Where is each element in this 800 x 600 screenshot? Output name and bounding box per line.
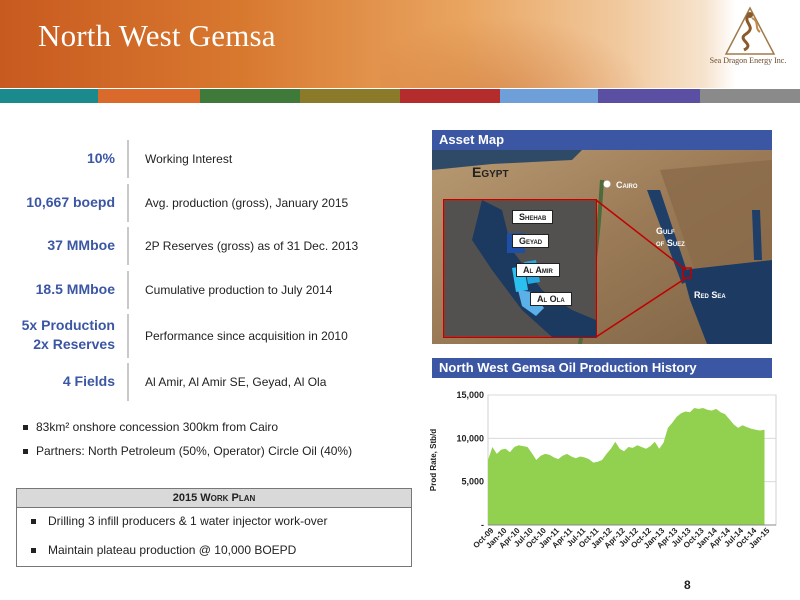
gulf-label-line2: of Suez: [656, 238, 685, 248]
kpi-divider: [127, 227, 129, 265]
kpi-row: 4 Fields Al Amir, Al Amir SE, Geyad, Al …: [0, 363, 400, 401]
field-label-shehab: Shehab: [512, 210, 554, 224]
y-axis-label: Prod Rate, Stb/d: [429, 429, 438, 491]
chart-title: North West Gemsa Oil Production History: [432, 358, 772, 378]
kpi-description: Avg. production (gross), January 2015: [145, 196, 349, 210]
kpi-description: Al Amir, Al Amir SE, Geyad, Al Ola: [145, 375, 327, 389]
kpi-row: 10,667 boepd Avg. production (gross), Ja…: [0, 184, 400, 222]
field-label-geyad: Geyad: [512, 234, 550, 248]
page-number: 8: [684, 578, 691, 592]
y-tick-label: 15,000: [456, 390, 484, 400]
kpi-divider: [127, 363, 129, 401]
kpi-row: 10% Working Interest: [0, 140, 400, 178]
kpi-row: 37 MMboe 2P Reserves (gross) as of 31 De…: [0, 227, 400, 265]
kpi-description: 2P Reserves (gross) as of 31 Dec. 2013: [145, 239, 359, 253]
kpi-value-production: 5x Production: [21, 317, 115, 333]
field-label-al-ola: Al Ola: [530, 292, 572, 306]
kpi-value: 37 MMboe: [47, 237, 115, 253]
kpi-value: 10,667 boepd: [26, 194, 115, 210]
kpi-description: Cumulative production to July 2014: [145, 283, 333, 297]
header-banner: North West Gemsa: [0, 0, 800, 88]
dragon-logo-icon: [724, 6, 776, 55]
kpi-value: 10%: [86, 150, 115, 166]
kpi-description: Performance since acquisition in 2010: [145, 329, 348, 343]
workplan-item: Maintain plateau production @ 10,000 BOE…: [30, 543, 297, 557]
y-tick-label: 5,000: [461, 477, 484, 487]
workplan-box: 2015 Work Plan Drilling 3 infill produce…: [16, 488, 412, 567]
asset-map-title: Asset Map: [432, 130, 772, 150]
kpi-value-reserves: 2x Reserves: [33, 336, 115, 352]
country-label: Egypt: [472, 164, 509, 180]
field-label-al-amir: Al Amir: [516, 263, 560, 277]
company-logo: [700, 4, 800, 88]
color-bar-segment: [500, 89, 598, 103]
color-bar-segment: [400, 89, 500, 103]
production-area-series: [488, 408, 765, 525]
logo-text: Sea Dragon Energy Inc.: [709, 56, 787, 65]
sea-label: Red Sea: [694, 290, 726, 300]
kpi-row: 18.5 MMboe Cumulative production to July…: [0, 271, 400, 309]
color-bar-segment: [0, 89, 98, 103]
workplan-item: Drilling 3 infill producers & 1 water in…: [30, 514, 328, 528]
bullet-concession: 83km² onshore concession 300km from Cair…: [22, 420, 279, 434]
color-bar-strip: [0, 89, 800, 103]
kpi-divider: [127, 140, 129, 178]
color-bar-segment: [98, 89, 200, 103]
kpi-row: 5x Production 2x Reserves Performance si…: [0, 314, 400, 358]
color-bar-segment: [200, 89, 300, 103]
page-title: North West Gemsa: [38, 18, 276, 53]
y-tick-label: -: [481, 520, 484, 530]
workplan-title: 2015 Work Plan: [17, 489, 411, 508]
production-chart: -5,00010,00015,000Oct-09Jan-10Apr-10Jul-…: [429, 390, 777, 550]
city-label: Cairo: [616, 180, 638, 190]
asset-map: Egypt Cairo Gulf of Suez Red Sea Shehab …: [432, 150, 772, 344]
bullet-partners: Partners: North Petroleum (50%, Operator…: [22, 444, 353, 458]
kpi-value: 4 Fields: [62, 373, 115, 389]
y-tick-label: 10,000: [456, 433, 484, 443]
kpi-divider: [127, 271, 129, 309]
gulf-label-line1: Gulf: [656, 226, 675, 236]
kpi-description: Working Interest: [145, 152, 233, 166]
kpi-value: 18.5 MMboe: [35, 281, 115, 297]
kpi-divider: [127, 184, 129, 222]
kpi-divider: [127, 314, 129, 358]
color-bar-segment: [700, 89, 800, 103]
satellite-map-image: [432, 150, 772, 344]
header-dune-graphic: [380, 0, 680, 88]
color-bar-segment: [598, 89, 700, 103]
color-bar-segment: [300, 89, 400, 103]
